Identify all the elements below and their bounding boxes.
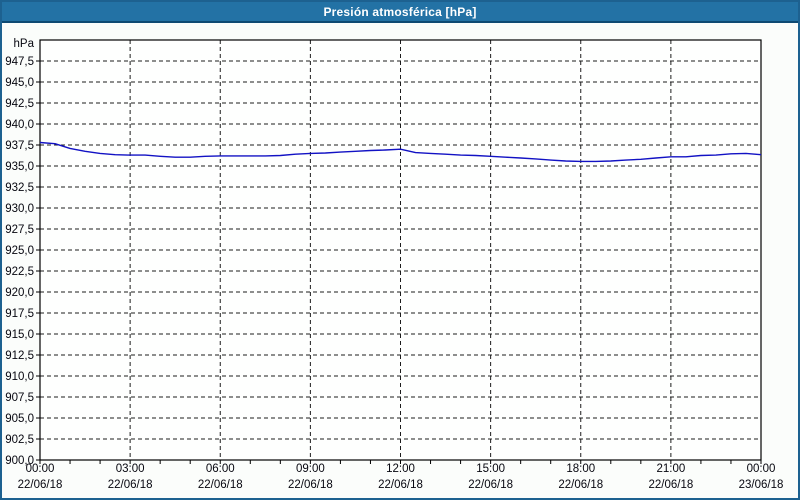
y-tick-label: 920,0 <box>5 287 34 299</box>
y-tick-label: 910,0 <box>5 371 34 383</box>
x-tick-date-label: 22/06/18 <box>558 479 603 491</box>
y-tick-label: 922,5 <box>5 266 34 278</box>
x-tick-time-label: 15:00 <box>476 463 505 475</box>
x-tick-time-label: 21:00 <box>656 463 685 475</box>
y-tick-label: 945,0 <box>5 77 34 89</box>
y-tick-label: 935,0 <box>5 161 34 173</box>
y-tick-label: 932,5 <box>5 182 34 194</box>
x-tick-date-label: 23/06/18 <box>739 479 784 491</box>
y-axis-unit-label: hPa <box>14 38 35 50</box>
x-tick-date-label: 22/06/18 <box>378 479 423 491</box>
x-tick-time-label: 06:00 <box>206 463 235 475</box>
y-tick-label: 925,0 <box>5 245 34 257</box>
x-tick-time-label: 18:00 <box>566 463 595 475</box>
chart-title: Presión atmosférica [hPa] <box>323 4 477 19</box>
pressure-series-line <box>39 141 762 163</box>
y-tick-label: 937,5 <box>5 140 34 152</box>
x-tick-time-label: 03:00 <box>116 463 145 475</box>
pressure-line-chart: 947,5 945,0 942,5 940,0 937,5 935,0 932,5 930,0… <box>5 38 784 491</box>
y-tick-label: 947,5 <box>5 56 34 68</box>
y-tick-label: 900,0 <box>5 455 34 467</box>
y-tick-label: 902,5 <box>5 434 34 446</box>
y-tick-label: 942,5 <box>5 98 34 110</box>
x-tick-time-label: 00:00 <box>747 463 776 475</box>
x-tick-date-label: 22/06/18 <box>648 479 693 491</box>
y-tick-label: 917,5 <box>5 308 34 320</box>
chart-title-bar: Presión atmosférica [hPa] <box>2 2 798 23</box>
x-tick-date-label: 22/06/18 <box>18 479 63 491</box>
y-tick-label: 915,0 <box>5 329 34 341</box>
x-tick-time-label: 09:00 <box>296 463 325 475</box>
y-tick-label: 930,0 <box>5 203 34 215</box>
plot-frame <box>39 39 762 461</box>
x-tick-date-label: 22/06/18 <box>468 479 513 491</box>
y-tick-label: 905,0 <box>5 413 34 425</box>
chart-area: 947,5 945,0 942,5 940,0 937,5 935,0 932,5 930,0… <box>2 23 798 496</box>
x-tick-time-label: 00:00 <box>26 463 55 475</box>
x-tick-date-label: 22/06/18 <box>108 479 153 491</box>
x-tick-date-label: 22/06/18 <box>198 479 243 491</box>
x-tick-date-label: 22/06/18 <box>288 479 333 491</box>
y-tick-label: 907,5 <box>5 392 34 404</box>
x-tick-time-label: 12:00 <box>386 463 415 475</box>
y-tick-label: 912,5 <box>5 350 34 362</box>
y-tick-label: 927,5 <box>5 224 34 236</box>
y-tick-label: 940,0 <box>5 119 34 131</box>
